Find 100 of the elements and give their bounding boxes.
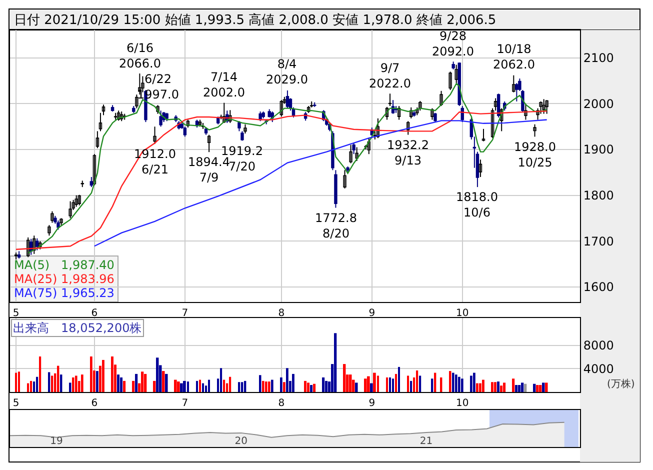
bar (545, 382, 548, 392)
y-tick-label: 1600 (583, 280, 614, 294)
bar (36, 376, 38, 392)
bar (325, 380, 328, 392)
bar (111, 356, 114, 392)
x-tick-label: 9 (368, 398, 376, 409)
bar (518, 385, 521, 392)
bar (452, 372, 454, 392)
bar (244, 380, 246, 392)
bar (196, 380, 198, 392)
y-tick-label: 1700 (583, 234, 614, 248)
bar (238, 382, 240, 392)
text: MA(75) (14, 286, 58, 300)
annotation: 1,983.96 (61, 272, 114, 286)
annotation: 1,987.40 (61, 258, 114, 272)
bar (48, 372, 50, 392)
bar (27, 383, 30, 392)
bar (392, 378, 394, 392)
bar (123, 380, 126, 392)
bar (377, 376, 379, 392)
bar (96, 371, 98, 392)
y-tick-label: 2000 (583, 96, 614, 111)
series-label: MA(25) (14, 272, 58, 286)
x-tick-label: 10 (456, 398, 469, 409)
annotation: 10/18 2062.0 (493, 42, 535, 72)
bar (440, 377, 442, 392)
x-tick-label: 8 (278, 308, 285, 319)
annotation: 1772.8 8/20 (315, 211, 357, 241)
bar (268, 382, 270, 392)
bar (262, 380, 264, 392)
bar (199, 380, 201, 392)
bar (434, 372, 436, 392)
bar (370, 383, 373, 392)
bar (524, 384, 527, 392)
bar (512, 378, 515, 392)
bar (144, 374, 147, 392)
annotation: 1932.2 9/13 (387, 138, 429, 168)
chart-title: 出来高 18,052,200株 (13, 321, 142, 335)
bar (398, 366, 400, 392)
bar (542, 382, 545, 392)
candlestick (114, 112, 118, 120)
bar (280, 377, 282, 392)
bar (349, 374, 352, 392)
bar (410, 380, 412, 392)
bar (180, 383, 183, 392)
bar (75, 376, 78, 392)
bar (343, 364, 346, 392)
bar (81, 374, 84, 392)
x-tick-label: 20 (234, 436, 248, 447)
bar (208, 380, 210, 392)
x-tick-label: 9 (368, 308, 376, 319)
y-tick-label: 1800 (583, 188, 614, 203)
bar (202, 383, 204, 392)
annotation: 7/14 2002.0 (203, 70, 245, 100)
x-tick-label: 21 (420, 436, 433, 447)
bar (132, 380, 135, 392)
bar (313, 384, 316, 392)
bar (373, 372, 376, 392)
bar (367, 376, 370, 392)
bar (156, 358, 159, 392)
bar (494, 382, 496, 392)
x-tick-label: 5 (12, 398, 20, 409)
bar (307, 382, 310, 392)
bar (431, 378, 434, 392)
bar (57, 366, 60, 392)
bar (120, 377, 123, 392)
bar (470, 376, 472, 392)
bar (416, 370, 418, 392)
x-tick-label: 6 (91, 398, 98, 409)
annotation: 8/4 2029.0 (266, 57, 308, 87)
bar (135, 374, 138, 392)
bar (15, 372, 17, 392)
annotation: 1894.4 7/9 (188, 155, 230, 185)
bar (174, 380, 177, 392)
bar (117, 374, 120, 392)
annotation: 9/7 2022.0 (369, 61, 411, 91)
bar (334, 333, 337, 392)
bar (386, 377, 388, 392)
bar (229, 376, 232, 392)
bar (482, 380, 484, 392)
bar (461, 378, 464, 392)
bar (515, 385, 518, 392)
y-tick-label: 8000 (583, 338, 614, 353)
bar (18, 372, 20, 392)
bar (476, 383, 478, 392)
bar (395, 374, 397, 392)
bar (187, 382, 189, 392)
x-tick-label: 7 (182, 398, 188, 409)
bar (177, 382, 180, 392)
bar (322, 377, 325, 392)
annotation: 1,965.23 (61, 286, 114, 300)
bar (259, 375, 262, 392)
bar (458, 376, 460, 392)
bar (183, 380, 186, 392)
bar (419, 376, 422, 392)
bar (292, 374, 294, 392)
bar (449, 371, 452, 392)
bar (39, 356, 42, 392)
bar (271, 380, 274, 392)
bar (69, 382, 72, 392)
